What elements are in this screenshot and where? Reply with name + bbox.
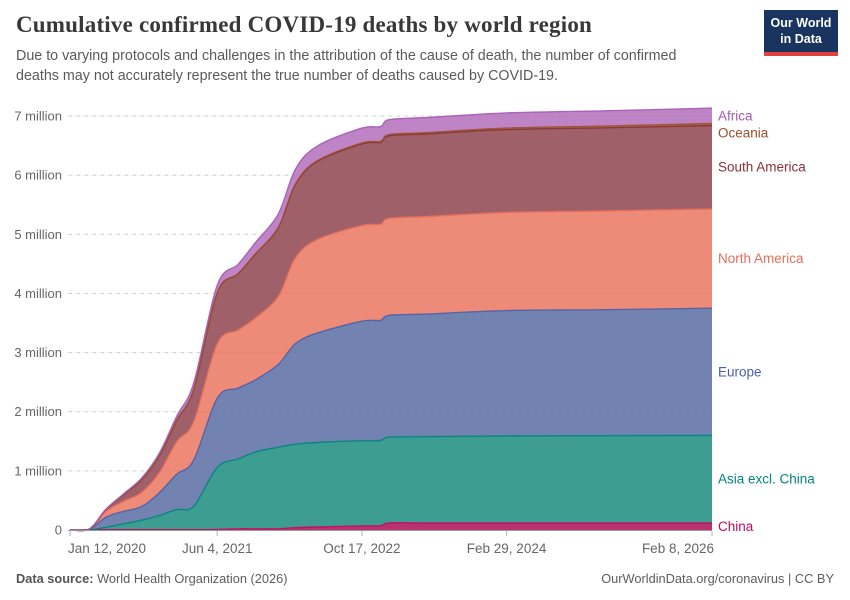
- owid-logo-line1: Our World: [770, 16, 832, 30]
- y-axis-label-6: 6 million: [14, 168, 62, 183]
- line-africa: [69, 107, 713, 532]
- page-title: Cumulative confirmed COVID-19 deaths by …: [16, 12, 593, 37]
- area-asia-excl-china[interactable]: [70, 435, 712, 530]
- x-axis-label: Feb 29, 2024: [467, 541, 547, 556]
- area-europe[interactable]: [70, 308, 712, 531]
- y-axis-label-5: 5 million: [14, 227, 62, 242]
- legend-label-africa[interactable]: Africa: [718, 108, 753, 123]
- line-asia-excl-china: [69, 434, 713, 531]
- line-oceania: [69, 122, 713, 532]
- area-south-america[interactable]: [70, 125, 712, 531]
- y-axis-label-0: 0: [55, 523, 62, 538]
- y-axis-label-3: 3 million: [14, 345, 62, 360]
- y-axis-label-4: 4 million: [14, 286, 62, 301]
- owid-logo-line2: in Data: [780, 31, 822, 46]
- x-axis-label: Jan 12, 2020: [68, 541, 146, 556]
- legend-label-north-america[interactable]: North America: [718, 251, 804, 266]
- x-axis-label: Oct 17, 2022: [323, 541, 400, 556]
- owid-logo: Our World in Data: [764, 10, 838, 57]
- y-axis-label-2: 2 million: [14, 404, 62, 419]
- area-china[interactable]: [70, 522, 712, 530]
- legend-label-china[interactable]: China: [718, 519, 754, 534]
- chart-subtitle: Due to varying protocols and challenges …: [16, 48, 677, 84]
- y-axis-label-7: 7 million: [14, 108, 62, 123]
- footer-license: OurWorldinData.org/coronavirus | CC BY: [601, 571, 834, 586]
- line-north-america: [69, 208, 713, 532]
- area-north-america[interactable]: [70, 208, 712, 531]
- chart-header: Cumulative confirmed COVID-19 deaths by …: [16, 12, 706, 86]
- line-europe: [69, 307, 713, 531]
- y-axis-label-1: 1 million: [14, 463, 62, 478]
- legend-label-asia-excl-china[interactable]: Asia excl. China: [718, 472, 815, 487]
- legend-label-europe[interactable]: Europe: [718, 364, 762, 379]
- data-source-label: Data source:: [16, 571, 94, 586]
- data-source: Data source: World Health Organization (…: [16, 571, 287, 586]
- x-axis-label: Jun 4, 2021: [182, 541, 253, 556]
- data-source-value: World Health Organization (2026): [93, 571, 288, 586]
- x-axis-label: Feb 8, 2026: [642, 541, 714, 556]
- legend-label-oceania[interactable]: Oceania: [718, 125, 769, 140]
- legend-label-south-america[interactable]: South America: [718, 160, 806, 175]
- chart-footer: Data source: World Health Organization (…: [16, 571, 834, 586]
- line-china: [69, 521, 712, 531]
